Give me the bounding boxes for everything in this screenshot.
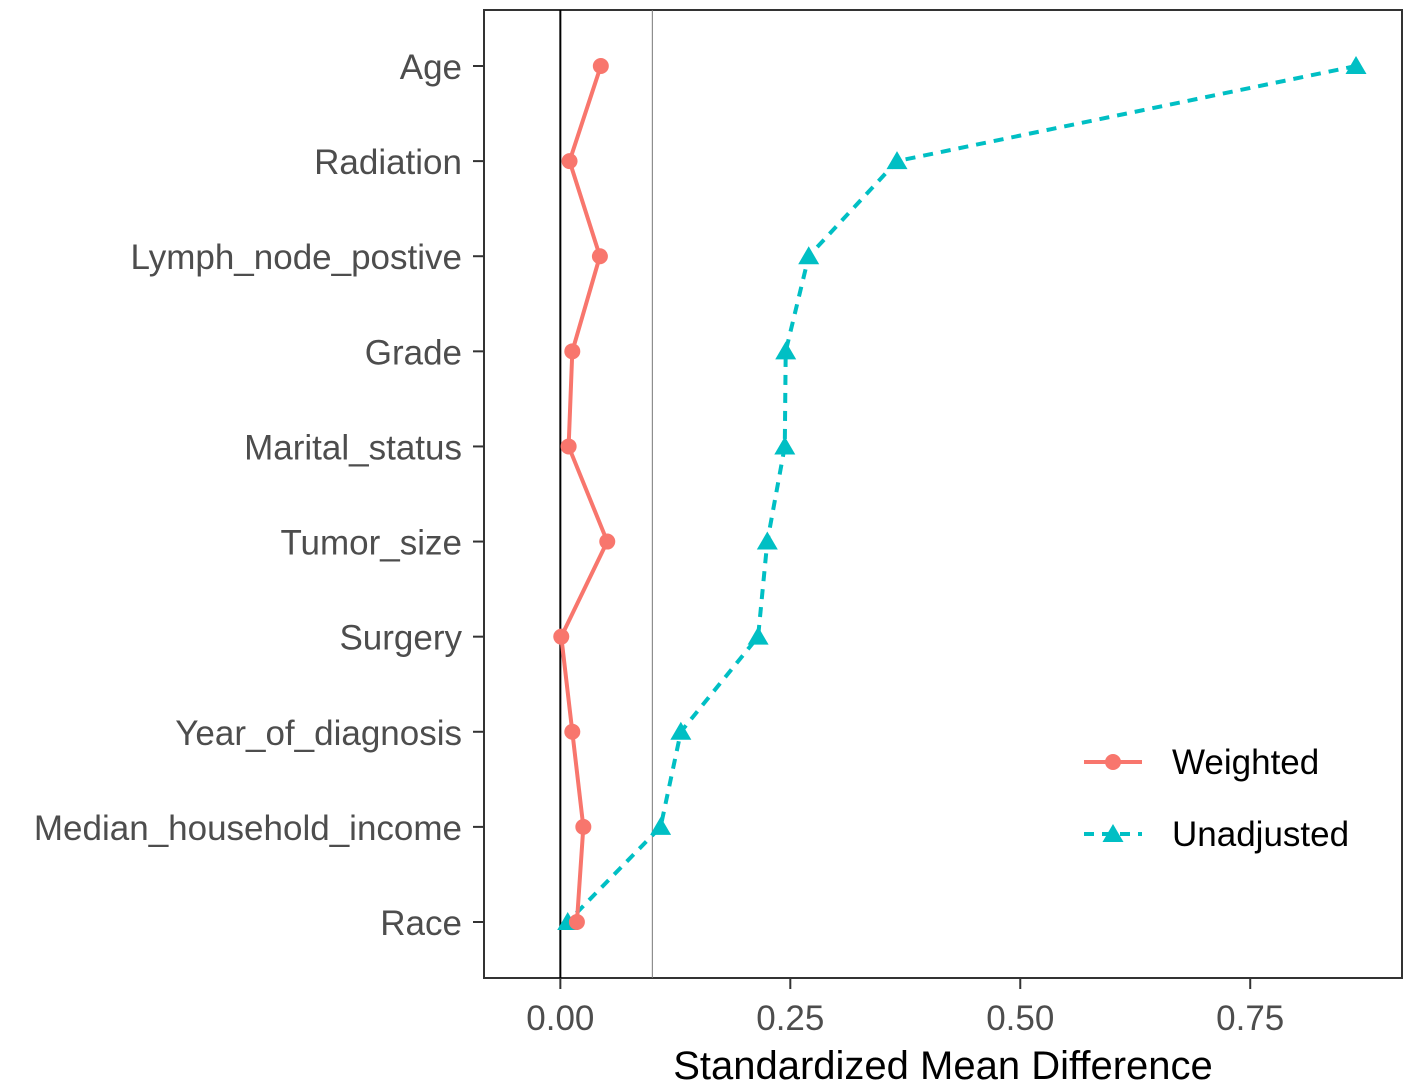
y-tick-label: Marital_status xyxy=(244,428,462,467)
data-point-weighted xyxy=(560,438,577,455)
data-point-unadjusted xyxy=(756,531,778,550)
x-tick-label: 0.50 xyxy=(986,999,1054,1038)
legend-key-marker xyxy=(1105,754,1121,770)
series-line-weighted xyxy=(559,65,610,923)
y-tick-label: Tumor_size xyxy=(280,524,462,563)
y-tick-label: Median_household_income xyxy=(34,809,462,848)
reference-lines xyxy=(559,10,653,978)
data-point-unadjusted xyxy=(775,341,797,360)
x-tick-label: 0.25 xyxy=(756,999,824,1038)
series-line-unadjusted xyxy=(566,64,1357,924)
y-tick-label: Grade xyxy=(365,333,462,372)
x-axis-label: Standardized Mean Difference xyxy=(673,1044,1213,1088)
y-axis: Age Radiation Lymph_node_postive Grade Marit… xyxy=(34,48,484,943)
y-tick-label: Lymph_node_postive xyxy=(131,238,462,277)
data-point-unadjusted xyxy=(747,626,769,645)
y-tick-label: Surgery xyxy=(339,619,462,658)
y-tick-label: Year_of_diagnosis xyxy=(175,714,462,753)
data-point-unadjusted xyxy=(798,246,820,265)
legend-label: Weighted xyxy=(1172,743,1319,782)
legend: Weighted Unadjusted xyxy=(1084,743,1349,854)
legend-label: Unadjusted xyxy=(1172,815,1349,854)
data-point-weighted xyxy=(553,628,570,645)
panel-border xyxy=(483,9,1403,979)
data-point-unadjusted xyxy=(650,816,672,835)
data-point-weighted xyxy=(561,153,578,170)
x-tick-label: 0.75 xyxy=(1216,999,1284,1038)
x-axis: 0.00 0.25 0.50 0.75 xyxy=(526,978,1284,1038)
y-tick-label: Radiation xyxy=(314,143,462,182)
data-point-weighted xyxy=(575,818,592,835)
data-point-weighted xyxy=(591,248,608,265)
legend-key-marker xyxy=(1102,824,1124,842)
data-point-weighted xyxy=(568,914,585,930)
series-layer xyxy=(553,56,1367,930)
data-point-unadjusted xyxy=(1345,56,1367,74)
data-point-unadjusted xyxy=(774,436,796,455)
y-tick-label: Race xyxy=(380,904,462,943)
data-point-unadjusted xyxy=(886,151,908,170)
data-point-weighted xyxy=(592,58,609,74)
data-point-unadjusted xyxy=(670,721,692,740)
data-point-weighted xyxy=(599,533,616,550)
data-point-weighted xyxy=(564,723,581,740)
y-tick-label: Age xyxy=(400,48,462,87)
x-tick-label: 0.00 xyxy=(526,999,594,1038)
data-point-weighted xyxy=(564,343,581,360)
